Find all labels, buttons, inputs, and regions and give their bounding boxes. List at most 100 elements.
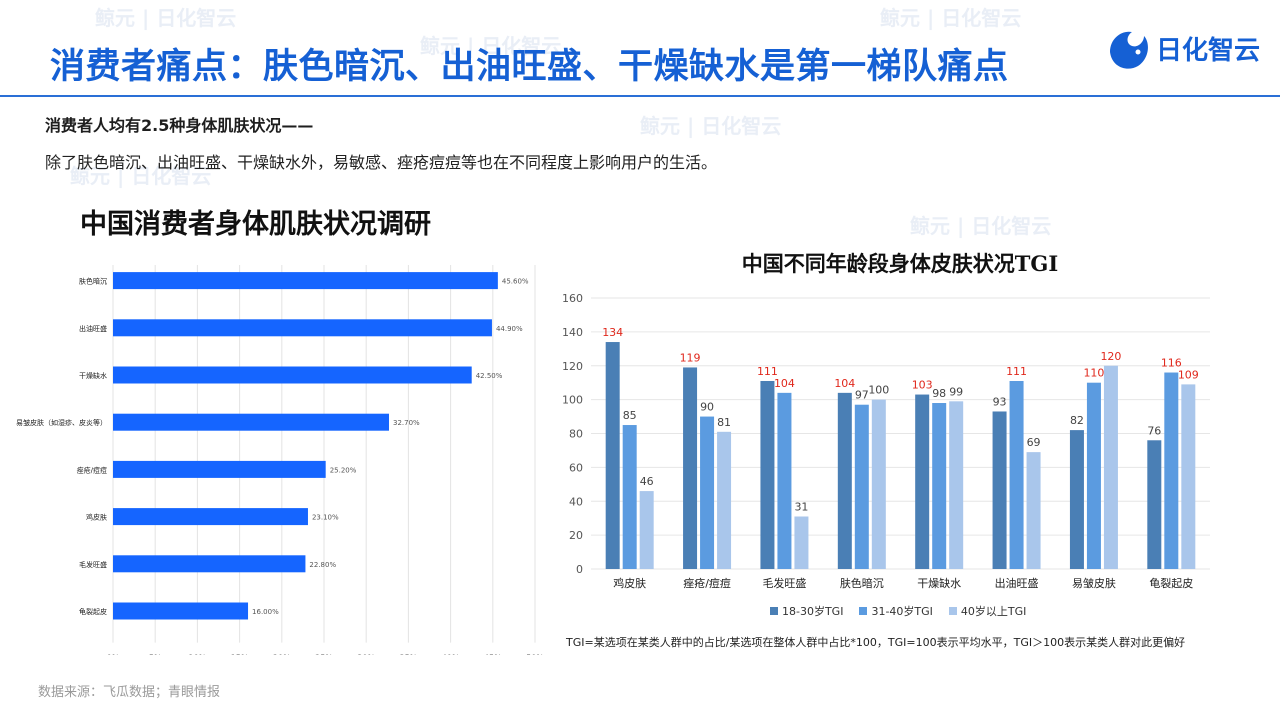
data-label: 104 <box>834 377 855 390</box>
legend-item-40-plus: 40岁以上TGI <box>948 603 1027 619</box>
category-label: 出油旺盛 <box>995 576 1039 590</box>
data-label: 98 <box>932 387 946 400</box>
bar <box>1103 365 1118 569</box>
x-tick-label: 30% <box>357 654 375 655</box>
legend-item-18-30: 18-30岁TGI <box>770 603 843 619</box>
category-label: 肤色暗沉 <box>79 277 107 286</box>
chart2-title: 中国不同年龄段身体皮肤状况TGI <box>741 251 1059 276</box>
bar <box>932 403 947 569</box>
x-tick-label: 10% <box>189 654 207 655</box>
data-source: 数据来源：飞瓜数据；青眼情报 <box>38 685 221 700</box>
bar <box>794 516 809 569</box>
page-title: 消费者痛点：肤色暗沉、出油旺盛、干燥缺水是第一梯队痛点 <box>50 47 1009 87</box>
bar <box>1147 440 1162 569</box>
chart1-title: 中国消费者身体肌肤状况调研 <box>80 209 431 240</box>
bar <box>1069 430 1084 569</box>
x-tick-label: 50% <box>526 654 544 655</box>
category-label: 龟裂起皮 <box>79 607 107 616</box>
data-label: 111 <box>757 365 778 378</box>
data-label: 116 <box>1161 357 1182 370</box>
y-tick-label: 100 <box>562 394 583 407</box>
data-label: 81 <box>717 416 731 429</box>
category-label: 痤疮/痘痘 <box>683 576 731 590</box>
data-label: 104 <box>774 377 795 390</box>
bar <box>1026 452 1041 569</box>
data-label: 111 <box>1006 365 1027 378</box>
bar <box>1009 380 1024 569</box>
bar <box>949 401 964 569</box>
value-label: 42.50% <box>476 372 503 380</box>
y-tick-label: 20 <box>569 529 583 542</box>
bar <box>777 392 792 569</box>
x-tick-label: 45% <box>484 654 502 655</box>
y-tick-label: 0 <box>576 563 583 576</box>
data-label: 76 <box>1147 424 1161 437</box>
legend-swatch <box>948 607 957 615</box>
category-label: 毛发旺盛 <box>79 560 107 569</box>
bar <box>700 416 715 569</box>
bar <box>113 319 492 337</box>
data-label: 69 <box>1027 436 1041 449</box>
category-label: 干燥缺水 <box>79 371 107 380</box>
category-label: 鸡皮肤 <box>613 576 646 590</box>
bar <box>1164 372 1179 569</box>
logo-text: 日化智云 <box>1156 36 1261 66</box>
data-label: 85 <box>623 409 637 422</box>
value-label: 22.80% <box>309 561 336 569</box>
bar <box>1181 384 1196 569</box>
legend-item-31-40: 31-40岁TGI <box>859 603 933 619</box>
intro-heading: 消费者人均有2.5种身体肌肤状况—— <box>45 116 314 135</box>
category-label: 易皱皮肤 <box>1072 576 1116 590</box>
bar <box>915 394 930 569</box>
data-label: 109 <box>1178 368 1199 381</box>
y-tick-label: 120 <box>562 360 583 373</box>
data-label: 46 <box>640 475 654 488</box>
tgi-note: TGI=某选项在某类人群中的占比/某选项在整体人群中占比*100，TGI=100… <box>566 636 1186 649</box>
brand-logo: 日化智云 <box>1104 24 1260 74</box>
bar <box>605 342 620 569</box>
data-label: 119 <box>680 351 701 364</box>
y-tick-label: 60 <box>569 461 583 474</box>
legend-label: 31-40岁TGI <box>871 605 933 618</box>
data-label: 120 <box>1100 350 1121 363</box>
x-tick-label: 0% <box>107 654 120 655</box>
value-label: 16.00% <box>252 608 279 616</box>
bar <box>113 460 326 478</box>
watermark: 鲸元 | 日化智云 <box>910 214 1052 238</box>
data-label: 82 <box>1070 414 1084 427</box>
category-label: 龟裂起皮 <box>1149 577 1193 590</box>
x-tick-label: 20% <box>273 654 291 655</box>
legend-label: 40岁以上TGI <box>960 605 1027 618</box>
y-tick-label: 80 <box>569 428 583 441</box>
watermark: 鲸元 | 日化智云 <box>880 6 1022 30</box>
skin-condition-bar-chart: 0% 5% 10% 15% 20% 25% 30% 35% 40% 45% 50% 肤色暗沉 45.60… <box>16 265 544 655</box>
bar <box>113 272 498 290</box>
x-tick-label: 40% <box>442 654 460 655</box>
data-label: 134 <box>602 326 623 339</box>
data-label: 100 <box>868 384 889 397</box>
data-label: 90 <box>700 401 714 414</box>
bar <box>113 413 389 431</box>
watermark: 鲸元 | 日化智云 <box>95 6 237 30</box>
whale-logo-icon <box>1110 31 1148 69</box>
category-label: 肤色暗沉 <box>840 576 884 590</box>
data-label: 31 <box>794 500 808 513</box>
category-label: 痤疮/痘痘 <box>77 465 107 474</box>
value-label: 23.10% <box>312 514 339 522</box>
value-label: 45.60% <box>502 278 529 286</box>
category-label: 出油旺盛 <box>79 324 107 333</box>
legend-swatch <box>859 607 868 615</box>
bar <box>622 425 637 569</box>
data-label: 103 <box>912 379 933 392</box>
category-label: 毛发旺盛 <box>762 576 806 590</box>
intro-body: 除了肤色暗沉、出油旺盛、干燥缺水外，易敏感、痤疮痘痘等也在不同程度上影响用户的生… <box>45 153 718 172</box>
legend-label: 18-30岁TGI <box>782 605 844 618</box>
category-label: 鸡皮肤 <box>86 513 107 522</box>
bar <box>113 555 306 573</box>
y-tick-label: 40 <box>569 495 583 508</box>
bar <box>760 380 775 569</box>
value-label: 44.90% <box>496 325 523 333</box>
category-label: 干燥缺水 <box>917 576 961 590</box>
x-tick-label: 15% <box>231 654 249 655</box>
header-divider <box>0 95 1280 97</box>
